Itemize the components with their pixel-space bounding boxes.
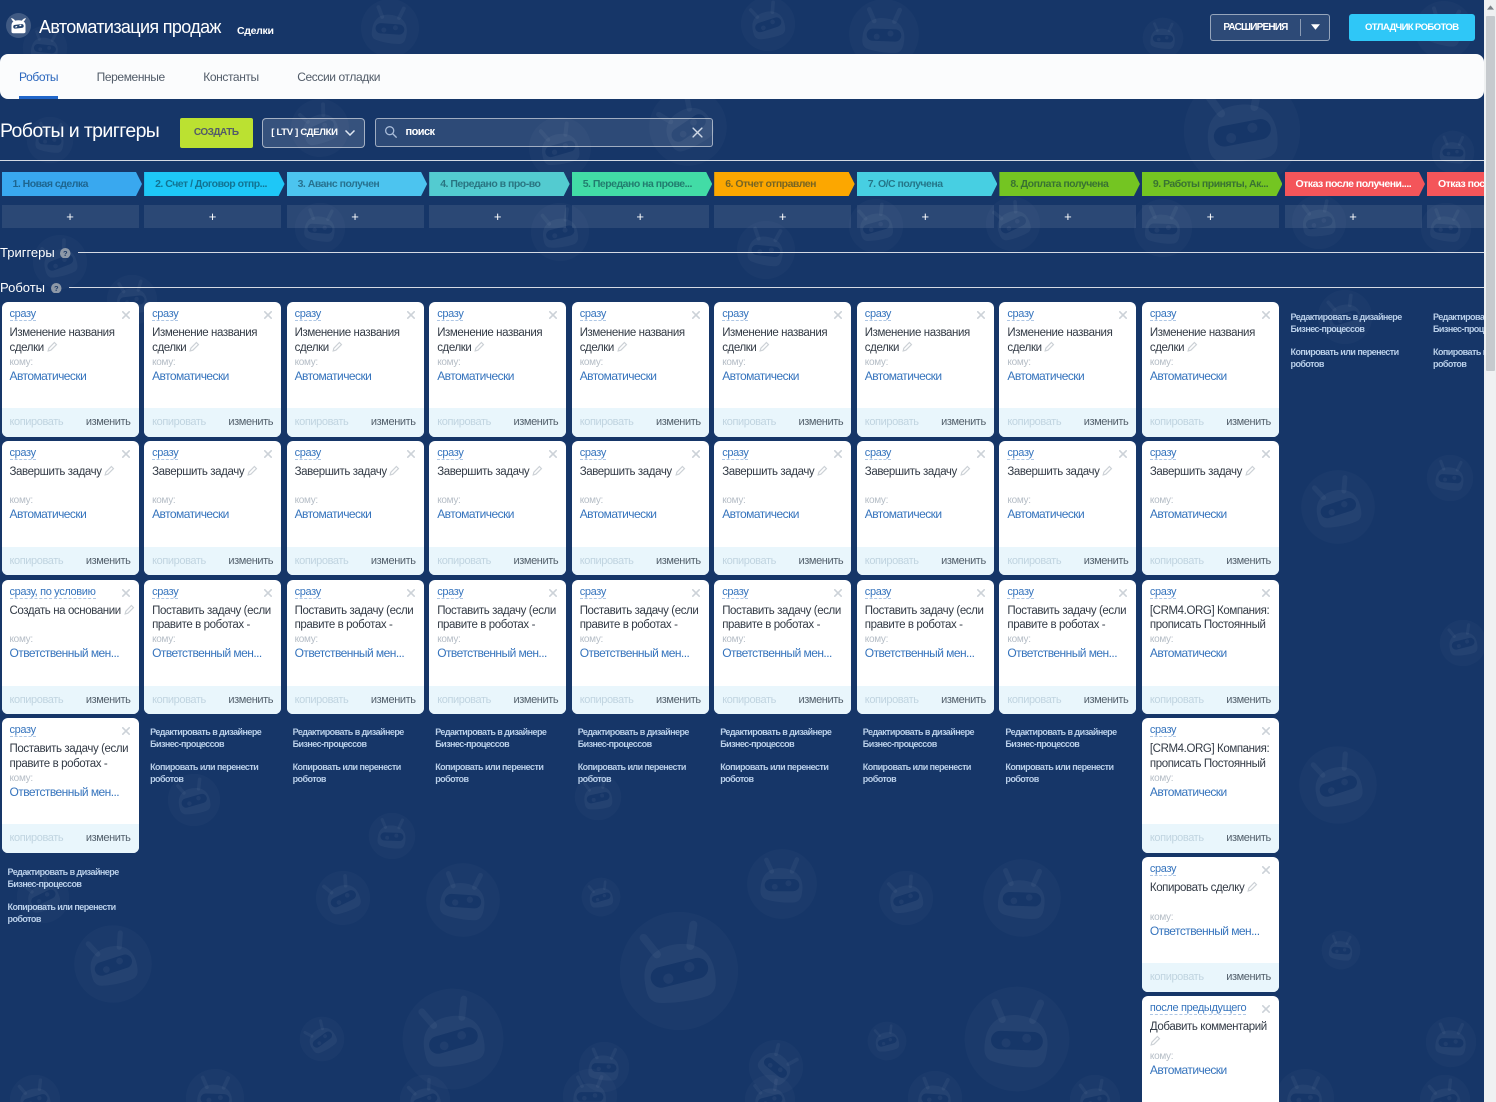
svg-text:?: ? — [63, 248, 68, 257]
svg-text:?: ? — [54, 283, 59, 292]
